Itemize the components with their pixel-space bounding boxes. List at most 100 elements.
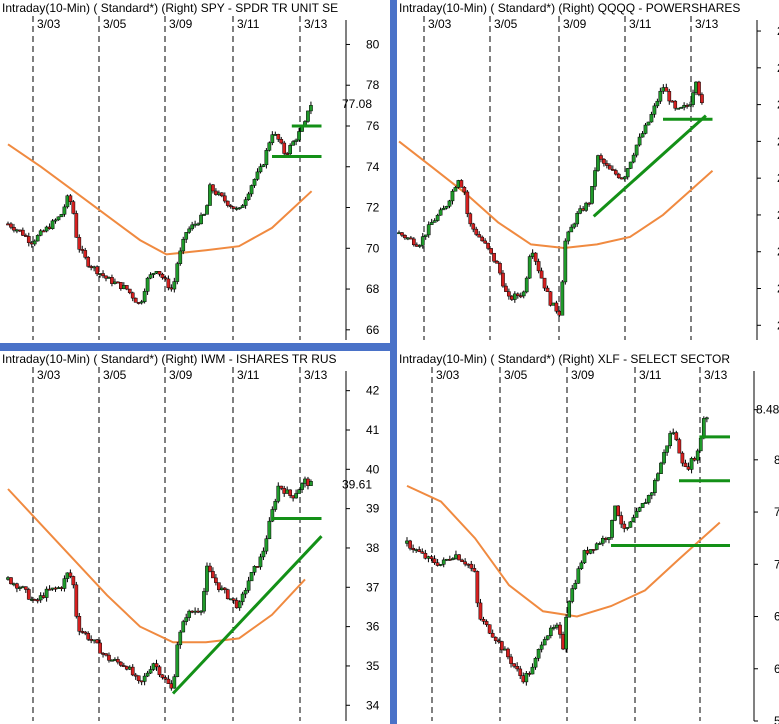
spy-candle-body bbox=[169, 287, 174, 290]
qqqq-tick-label: 29.50 bbox=[777, 24, 779, 38]
iwm-support-line[interactable] bbox=[171, 535, 323, 695]
iwm-candle-body bbox=[261, 550, 266, 558]
iwm-tick-label: 42 bbox=[366, 384, 380, 398]
qqqq-candle-body bbox=[584, 202, 588, 211]
spy-candle-body bbox=[279, 139, 284, 144]
iwm-candle-body bbox=[71, 576, 76, 586]
xlf-candle-body bbox=[521, 675, 526, 683]
spy-candle-body bbox=[130, 292, 135, 299]
xlf-candle-body bbox=[423, 552, 428, 559]
xlf-candle-body bbox=[487, 624, 492, 634]
iwm-candle-body bbox=[208, 565, 212, 572]
spy-candle-body bbox=[59, 214, 64, 218]
qqqq-candle-body bbox=[649, 114, 654, 123]
panel-divider-vertical[interactable] bbox=[390, 0, 397, 724]
spy-candle-body bbox=[214, 190, 218, 195]
xlf-candle-body bbox=[613, 505, 617, 521]
iwm-candle-body bbox=[184, 617, 189, 622]
spy-tick-label: 74 bbox=[366, 160, 380, 174]
iwm-candle-body bbox=[77, 616, 82, 632]
spy-candle-body bbox=[151, 272, 156, 275]
qqqq-candle-body bbox=[673, 100, 678, 109]
xlf-candle-body bbox=[634, 511, 639, 518]
qqqq-candle-body bbox=[551, 302, 556, 306]
qqqq-candle-body bbox=[619, 177, 624, 180]
spy-candle-body bbox=[193, 223, 197, 226]
iwm-candle-body bbox=[68, 572, 73, 577]
iwm-candle-body bbox=[172, 676, 177, 689]
xlf-candle-body bbox=[591, 549, 596, 551]
xlf-candle-body bbox=[698, 437, 703, 452]
xlf-candle-body bbox=[686, 466, 691, 470]
xlf-chart-panel: Intraday(10-Min) ( Standard*) (Right) XL… bbox=[397, 351, 779, 724]
xlf-tick-label: 7.50 bbox=[774, 505, 779, 519]
xlf-candle-body bbox=[444, 558, 449, 561]
iwm-tick-label: 36 bbox=[366, 620, 380, 634]
qqqq-candle-body bbox=[643, 124, 648, 134]
spy-candle-body bbox=[154, 271, 159, 274]
spy-candle-body bbox=[74, 213, 79, 238]
iwm-candle-body bbox=[217, 582, 221, 591]
spy-candle-body bbox=[68, 195, 73, 202]
spy-candle-body bbox=[237, 207, 242, 210]
spy-candle-body bbox=[282, 142, 287, 154]
xlf-candle-body bbox=[460, 559, 464, 563]
iwm-date-label: 3/09 bbox=[169, 368, 193, 382]
qqqq-candle-body bbox=[432, 220, 437, 223]
spy-candle-body bbox=[148, 274, 153, 279]
spy-candle-body bbox=[83, 250, 88, 258]
qqqq-support-line[interactable] bbox=[592, 114, 707, 218]
qqqq-candle-body bbox=[613, 170, 618, 175]
xlf-candle-body bbox=[695, 450, 700, 461]
spy-candle-body bbox=[270, 134, 275, 144]
xlf-candle-body bbox=[512, 663, 516, 667]
qqqq-candle-body bbox=[622, 176, 627, 180]
xlf-candle-body bbox=[674, 432, 679, 440]
iwm-last-price-label: 39.61 bbox=[342, 478, 372, 492]
xlf-candle-body bbox=[619, 515, 624, 525]
iwm-candle-body bbox=[6, 577, 10, 580]
spy-candle-body bbox=[127, 288, 132, 294]
spy-chart-panel: Intraday(10-Min) ( Standard*) (Right) SP… bbox=[0, 0, 390, 343]
xlf-candle-body bbox=[616, 505, 620, 516]
spy-candle-body bbox=[228, 205, 233, 208]
qqqq-candle-body bbox=[605, 163, 609, 166]
qqqq-candle-body bbox=[655, 100, 660, 107]
xlf-candle-body bbox=[545, 635, 550, 640]
qqqq-candle-body bbox=[468, 213, 473, 225]
qqqq-candle-body bbox=[515, 293, 520, 296]
xlf-tick-label: 8.48 bbox=[756, 403, 779, 417]
iwm-tick-label: 35 bbox=[366, 659, 380, 673]
qqqq-candle-body bbox=[569, 226, 574, 233]
xlf-candle-body bbox=[472, 568, 477, 572]
spy-tick-label: 72 bbox=[366, 201, 380, 215]
spy-candle-body bbox=[178, 250, 183, 264]
iwm-candle-body bbox=[303, 478, 307, 484]
xlf-candle-body bbox=[500, 641, 504, 651]
iwm-tick-label: 40 bbox=[366, 462, 380, 476]
spy-candle-body bbox=[276, 134, 281, 140]
spy-candle-body bbox=[38, 230, 43, 236]
qqqq-candle-body bbox=[429, 222, 434, 225]
qqqq-candle-body bbox=[504, 285, 508, 292]
qqqq-candle-body bbox=[688, 104, 692, 107]
spy-candle-body bbox=[119, 282, 123, 289]
spy-tick-label: 80 bbox=[366, 37, 380, 51]
spy-candle-body bbox=[145, 277, 150, 292]
iwm-candle-body bbox=[255, 566, 260, 568]
xlf-chart-header: Intraday(10-Min) ( Standard*) (Right) XL… bbox=[399, 352, 730, 366]
qqqq-moving-average-line bbox=[398, 140, 714, 250]
xlf-candle-body bbox=[646, 495, 651, 503]
xlf-candle-body bbox=[408, 540, 412, 549]
panel-divider-horizontal[interactable] bbox=[0, 343, 390, 351]
iwm-candle-body bbox=[121, 665, 126, 667]
xlf-candle-body bbox=[417, 549, 422, 552]
iwm-candle-body bbox=[110, 659, 114, 662]
qqqq-candle-body bbox=[471, 223, 476, 230]
xlf-candle-body bbox=[527, 673, 532, 675]
iwm-candle-body bbox=[234, 600, 239, 609]
iwm-candle-body bbox=[142, 675, 147, 682]
qqqq-chart-svg: 3/03 3/05 3/09 3/11 3/13 25.50 26 26.50 27 27.50 2… bbox=[397, 16, 779, 340]
spy-candle-body bbox=[306, 110, 310, 122]
qqqq-candle-body bbox=[563, 240, 568, 283]
